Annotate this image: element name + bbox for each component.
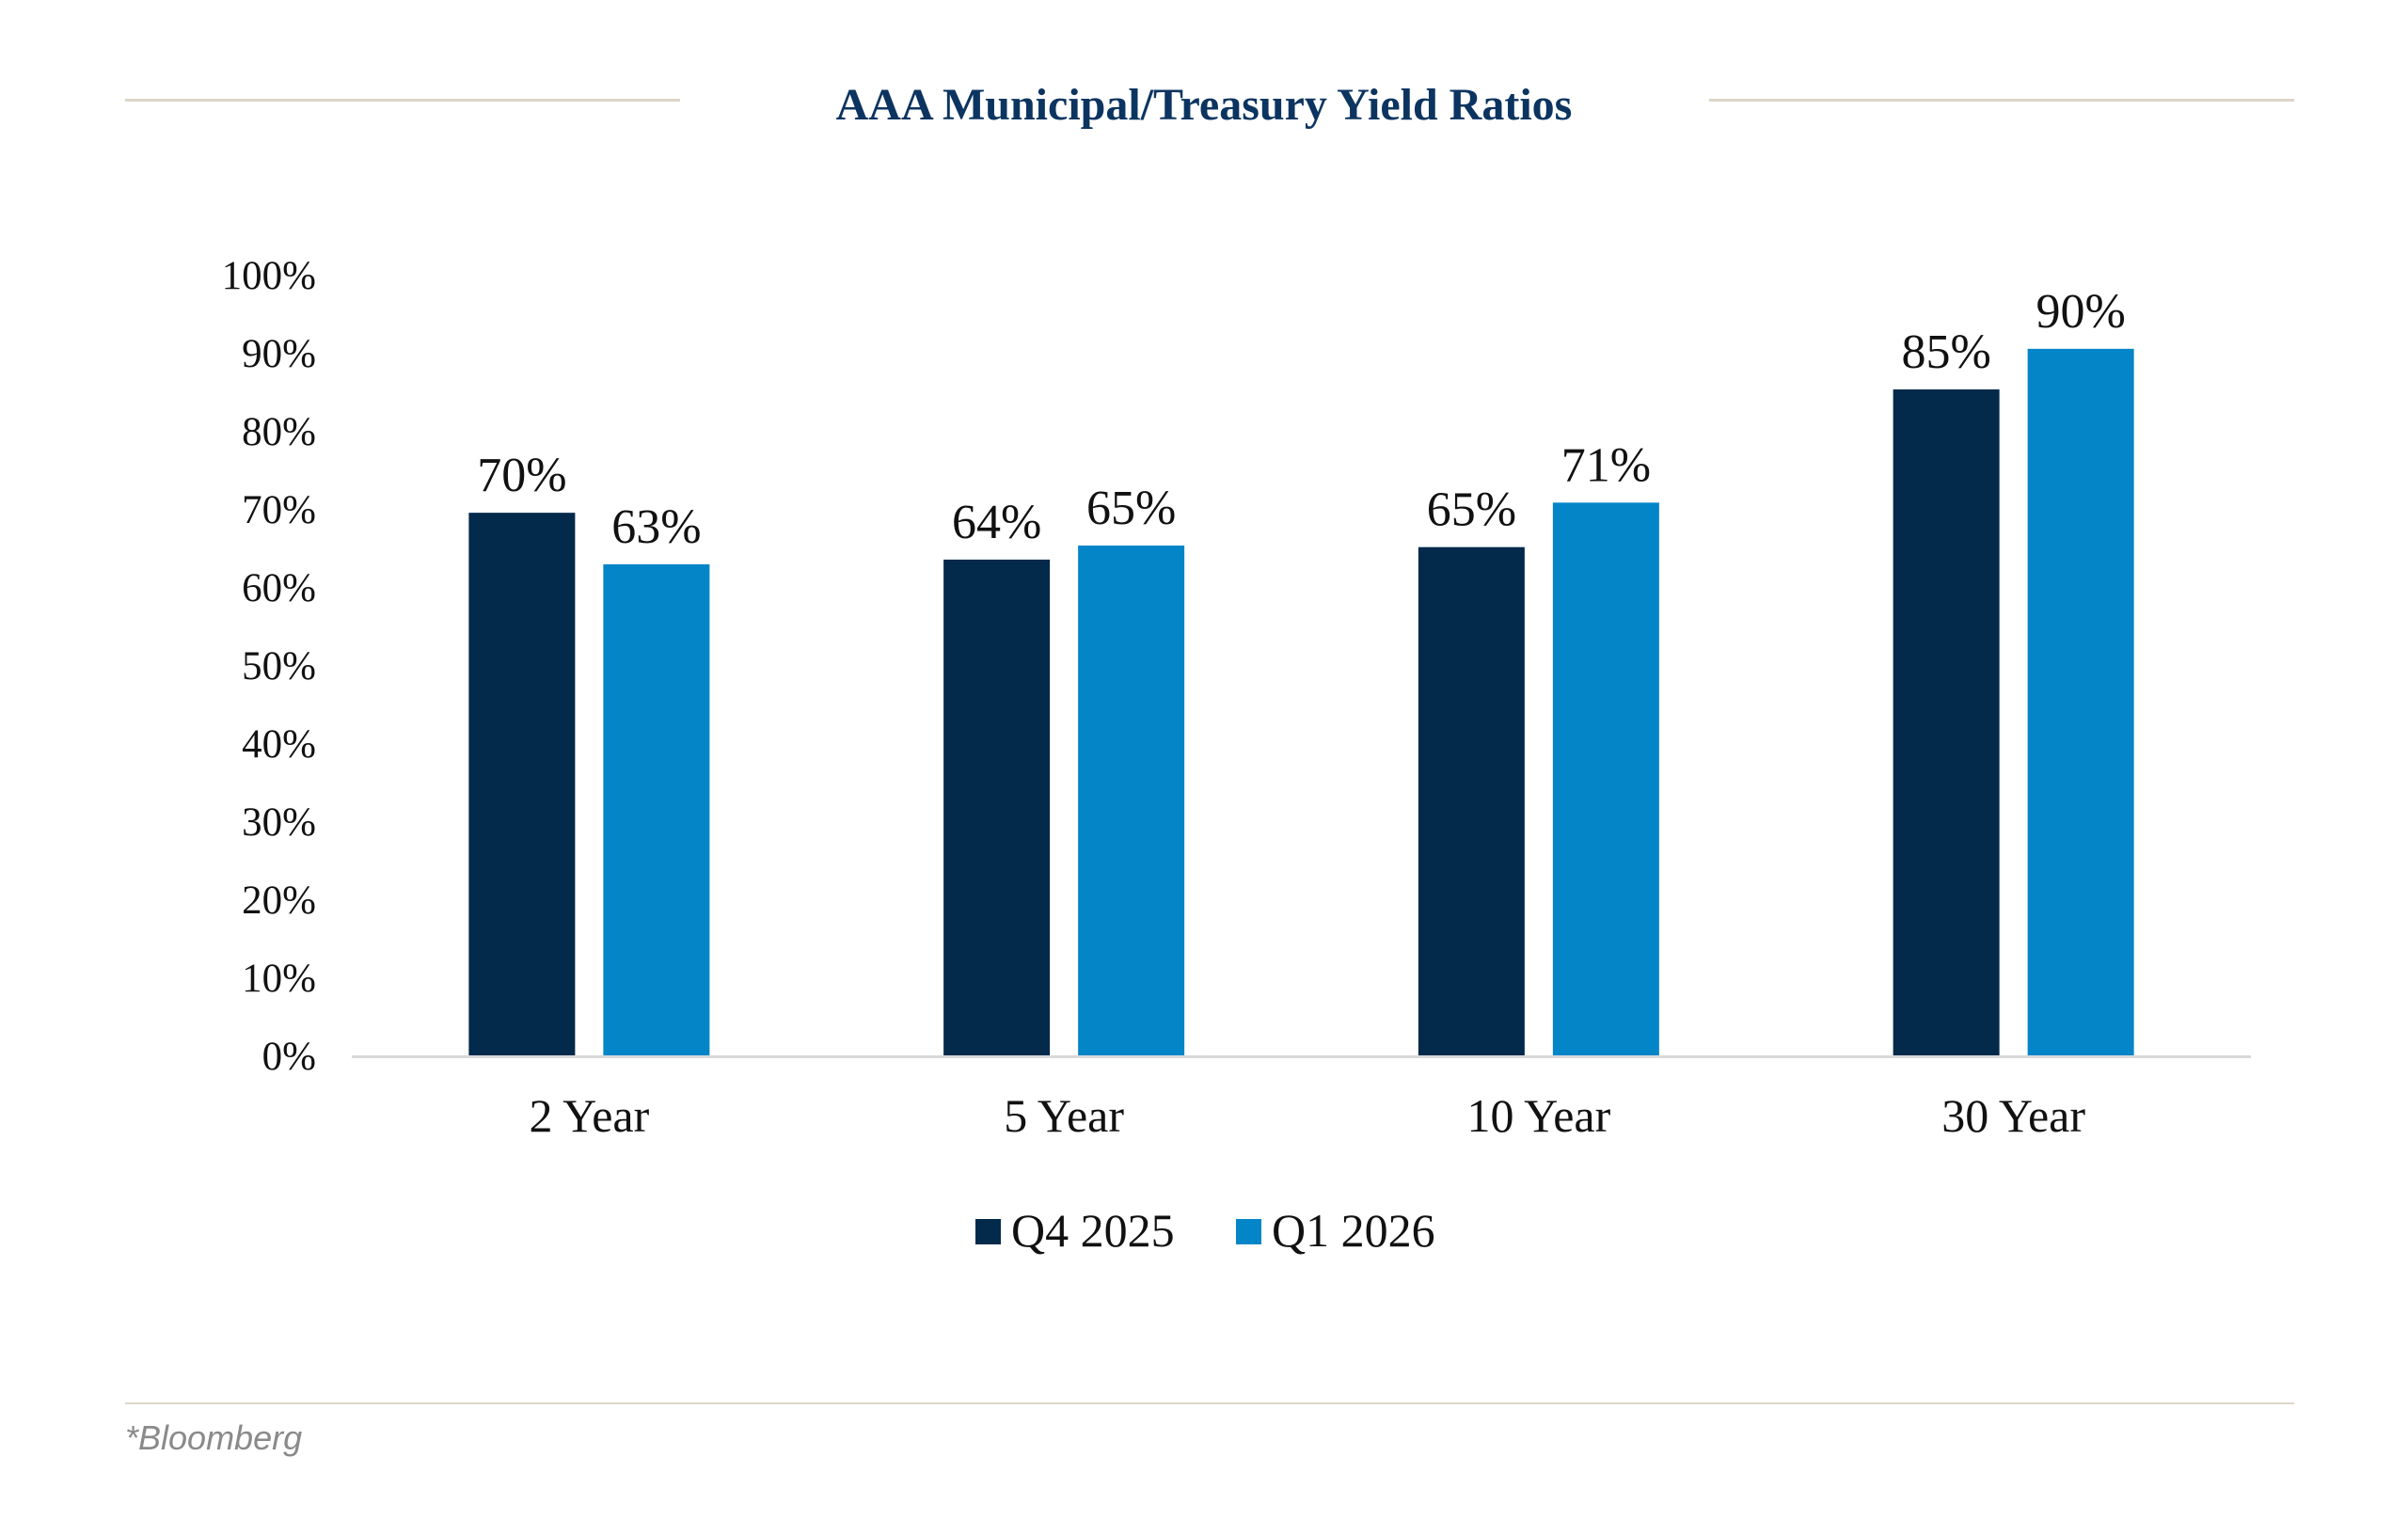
bar-q1-2026-2-year xyxy=(603,563,710,1055)
legend: Q4 2025 Q1 2026 xyxy=(975,1204,1435,1257)
bar-q4-2025-30-year xyxy=(1893,389,2000,1055)
y-tick-label: 90% xyxy=(242,332,316,376)
legend-swatch-q4-2025 xyxy=(975,1219,1001,1244)
y-tick-label: 50% xyxy=(242,644,316,689)
x-tick-label: 10 Year xyxy=(1466,1089,1610,1142)
legend-swatch-q1-2026 xyxy=(1236,1219,1261,1244)
y-tick-label: 40% xyxy=(242,722,316,767)
title-rule-left xyxy=(125,99,680,102)
y-tick-label: 100% xyxy=(222,254,316,298)
data-labels: 70% 63% 64% 65% 65% 71% 85% 90% xyxy=(477,285,2126,554)
bar-q1-2026-10-year xyxy=(1552,502,1659,1055)
bar-q1-2026-30-year xyxy=(2027,348,2134,1056)
data-label: 65% xyxy=(1086,482,1176,535)
y-tick-label: 80% xyxy=(242,410,316,454)
bar-q4-2025-2-year xyxy=(468,513,576,1055)
data-label: 63% xyxy=(611,500,701,554)
y-tick-label: 20% xyxy=(242,879,316,923)
data-label: 90% xyxy=(2036,285,2125,339)
footer-rule xyxy=(125,1402,2294,1404)
bar-q1-2026-5-year xyxy=(1078,546,1185,1055)
bars xyxy=(468,348,2134,1056)
y-axis: 0% 10% 20% 30% 40% 50% 60% 70% 80% 90% 100% xyxy=(222,254,316,1079)
x-tick-label: 30 Year xyxy=(1941,1089,2085,1142)
y-tick-label: 30% xyxy=(242,800,316,845)
x-tick-label: 2 Year xyxy=(529,1089,649,1142)
legend-label: Q4 2025 xyxy=(1011,1204,1175,1257)
y-tick-label: 0% xyxy=(262,1035,316,1079)
chart-title: AAA Municipal/Treasury Yield Ratios xyxy=(835,80,1573,130)
y-tick-label: 70% xyxy=(242,488,316,532)
data-label: 70% xyxy=(477,449,566,502)
y-tick-label: 10% xyxy=(242,957,316,1001)
y-tick-label: 60% xyxy=(242,566,316,610)
source-note: *Bloomberg xyxy=(125,1418,303,1457)
bar-q4-2025-5-year xyxy=(943,559,1051,1055)
data-label: 85% xyxy=(1901,325,1990,379)
legend-label: Q1 2026 xyxy=(1272,1204,1435,1257)
data-label: 65% xyxy=(1427,483,1516,537)
bar-q4-2025-10-year xyxy=(1418,546,1525,1055)
data-label: 71% xyxy=(1561,438,1651,492)
x-tick-label: 5 Year xyxy=(1004,1089,1124,1142)
x-axis: 2 Year 5 Year 10 Year 30 Year xyxy=(529,1089,2085,1142)
data-label: 64% xyxy=(952,496,1041,549)
title-rule-right xyxy=(1709,99,2294,102)
